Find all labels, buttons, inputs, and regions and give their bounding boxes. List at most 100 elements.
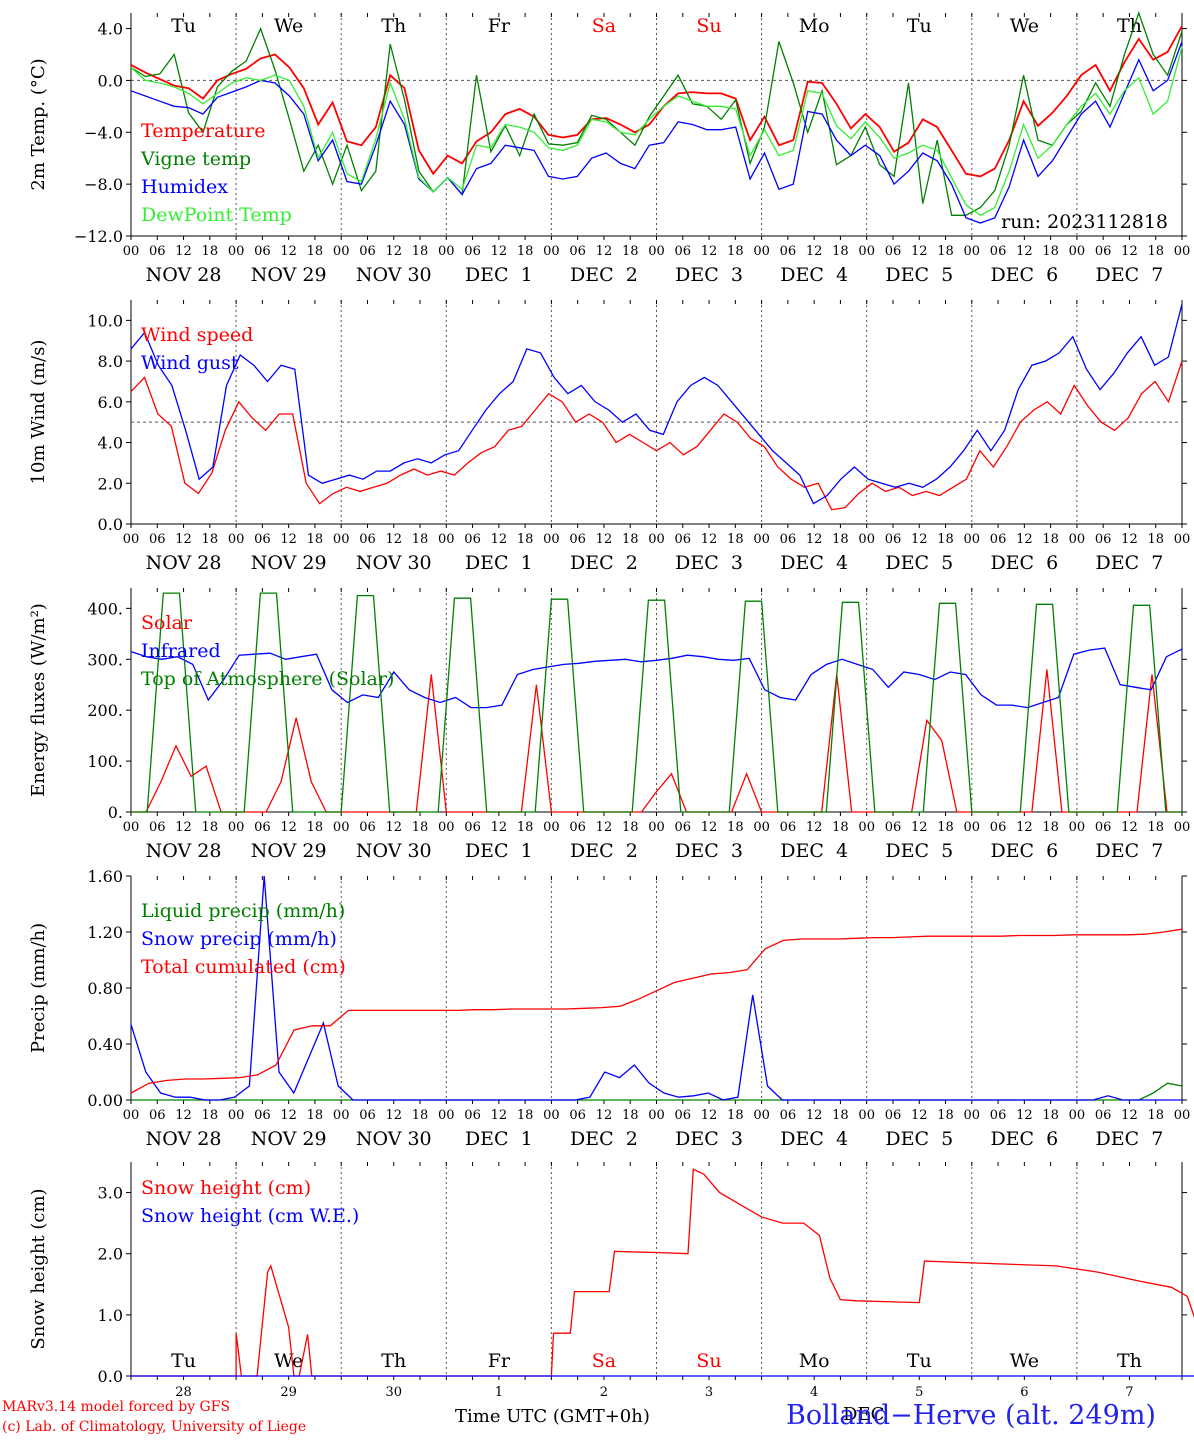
weekday-label: Su: [696, 15, 721, 37]
hour-tick-label: 00: [228, 1108, 245, 1123]
hour-tick-label: 06: [990, 1108, 1007, 1123]
hour-tick-label: 12: [596, 820, 613, 835]
panel-1: 4.0 0.0 −4.0 −8.0 −12.0 2m Temp. (°C) 00 06 12 18…: [28, 11, 1190, 286]
date-label: DEC 6: [990, 1128, 1058, 1150]
hour-tick-label: 12: [806, 1108, 823, 1123]
day-number-label: 6: [1020, 1385, 1028, 1400]
y-tick-label: 100.: [87, 752, 123, 771]
y-tick-label: 300.: [87, 650, 123, 669]
hour-tick-label: 18: [1147, 1108, 1164, 1123]
hour-tick-label: 06: [885, 820, 902, 835]
hour-tick-label: 00: [123, 820, 140, 835]
hour-tick-label: 00: [123, 532, 140, 547]
hour-tick-label: 12: [911, 820, 928, 835]
hour-tick-label: 06: [464, 244, 481, 259]
hour-tick-label: 12: [806, 820, 823, 835]
date-label: NOV 30: [356, 552, 432, 574]
hour-tick-label: 12: [596, 1108, 613, 1123]
hour-tick-label: 06: [359, 820, 376, 835]
hour-tick-label: 12: [1016, 532, 1033, 547]
date-label: DEC 6: [990, 552, 1058, 574]
hour-tick-label: 12: [1121, 532, 1138, 547]
date-label: NOV 30: [356, 1128, 432, 1150]
y-axis-label: Snow height (cm): [28, 1188, 49, 1349]
hour-tick-label: 06: [780, 244, 797, 259]
series-line-dewpoint-temp: [130, 46, 1183, 217]
hour-tick-label: 00: [543, 244, 560, 259]
legend-entry: Temperature: [141, 120, 265, 142]
hour-tick-label: 00: [964, 244, 981, 259]
hour-tick-label: 00: [438, 532, 455, 547]
hour-tick-label: 12: [280, 532, 297, 547]
legend-entry: Humidex: [141, 176, 228, 198]
hour-tick-label: 06: [990, 820, 1007, 835]
hour-tick-label: 00: [228, 532, 245, 547]
hour-tick-label: 00: [1069, 820, 1086, 835]
hour-tick-label: 06: [254, 820, 271, 835]
hour-tick-label: 00: [753, 1108, 770, 1123]
weekday-label: We: [274, 1350, 303, 1372]
date-label: NOV 28: [146, 552, 222, 574]
date-label: DEC 4: [780, 552, 848, 574]
hour-tick-label: 00: [543, 1108, 560, 1123]
hour-tick-label: 06: [780, 820, 797, 835]
panel-2: 0.0 2.0 4.0 6.0 8.0 10.0 10m Wind (m/s) 00 06 12 1…: [28, 300, 1190, 574]
hour-tick-label: 00: [858, 1108, 875, 1123]
hour-tick-label: 12: [701, 1108, 718, 1123]
hour-tick-label: 12: [175, 244, 192, 259]
hour-tick-label: 18: [622, 1108, 639, 1123]
date-label: NOV 29: [251, 840, 327, 862]
hour-tick-label: 00: [1069, 1108, 1086, 1123]
weekday-label: Fr: [488, 15, 511, 37]
weekday-label: Su: [696, 1350, 721, 1372]
y-tick-label: 0.40: [87, 1035, 123, 1054]
y-tick-label: 0.0: [98, 71, 123, 90]
hour-tick-label: 06: [149, 820, 166, 835]
hour-tick-label: 00: [964, 1108, 981, 1123]
hour-tick-label: 00: [1069, 532, 1086, 547]
hour-tick-label: 18: [517, 532, 534, 547]
hour-tick-label: 00: [753, 820, 770, 835]
y-axis-label: Precip (mm/h): [28, 923, 49, 1053]
hour-tick-label: 06: [254, 1108, 271, 1123]
hour-tick-label: 12: [491, 1108, 508, 1123]
run-label: run: 2023112818: [1001, 211, 1168, 233]
hour-tick-label: 18: [937, 1108, 954, 1123]
hour-tick-label: 00: [333, 532, 350, 547]
weekday-label: We: [274, 15, 303, 37]
day-number-label: 30: [385, 1385, 402, 1400]
hour-tick-label: 06: [569, 244, 586, 259]
hour-tick-label: 12: [175, 820, 192, 835]
y-tick-label: −4.0: [84, 123, 123, 142]
day-number-label: 28: [175, 1385, 192, 1400]
hour-tick-label: 12: [1016, 1108, 1033, 1123]
hour-tick-label: 00: [648, 1108, 665, 1123]
y-tick-label: 4.0: [98, 434, 123, 453]
weekday-label: Tu: [171, 1350, 196, 1372]
hour-tick-label: 00: [1174, 532, 1191, 547]
hour-tick-label: 00: [1069, 244, 1086, 259]
hour-tick-label: 18: [727, 244, 744, 259]
hour-tick-label: 00: [648, 820, 665, 835]
hour-tick-label: 18: [1147, 532, 1164, 547]
legend-entry: Wind speed: [141, 324, 253, 346]
weekday-label: We: [1010, 1350, 1039, 1372]
date-label: NOV 30: [356, 840, 432, 862]
date-label: NOV 28: [146, 840, 222, 862]
day-number-label: 2: [600, 1385, 608, 1400]
hour-tick-label: 12: [280, 820, 297, 835]
y-tick-label: 400.: [87, 599, 123, 618]
date-label: DEC 1: [465, 552, 533, 574]
hour-tick-label: 06: [675, 532, 692, 547]
hour-tick-label: 12: [596, 532, 613, 547]
hour-tick-label: 18: [937, 820, 954, 835]
date-label: DEC 7: [1096, 1128, 1164, 1150]
y-tick-label: 1.20: [87, 923, 123, 942]
hour-tick-label: 00: [228, 820, 245, 835]
hour-tick-label: 18: [727, 820, 744, 835]
hour-tick-label: 00: [438, 820, 455, 835]
legend-entry: Snow height (cm W.E.): [141, 1205, 359, 1227]
legend-entry: Snow height (cm): [141, 1177, 311, 1199]
hour-tick-label: 18: [727, 1108, 744, 1123]
hour-tick-label: 06: [675, 244, 692, 259]
